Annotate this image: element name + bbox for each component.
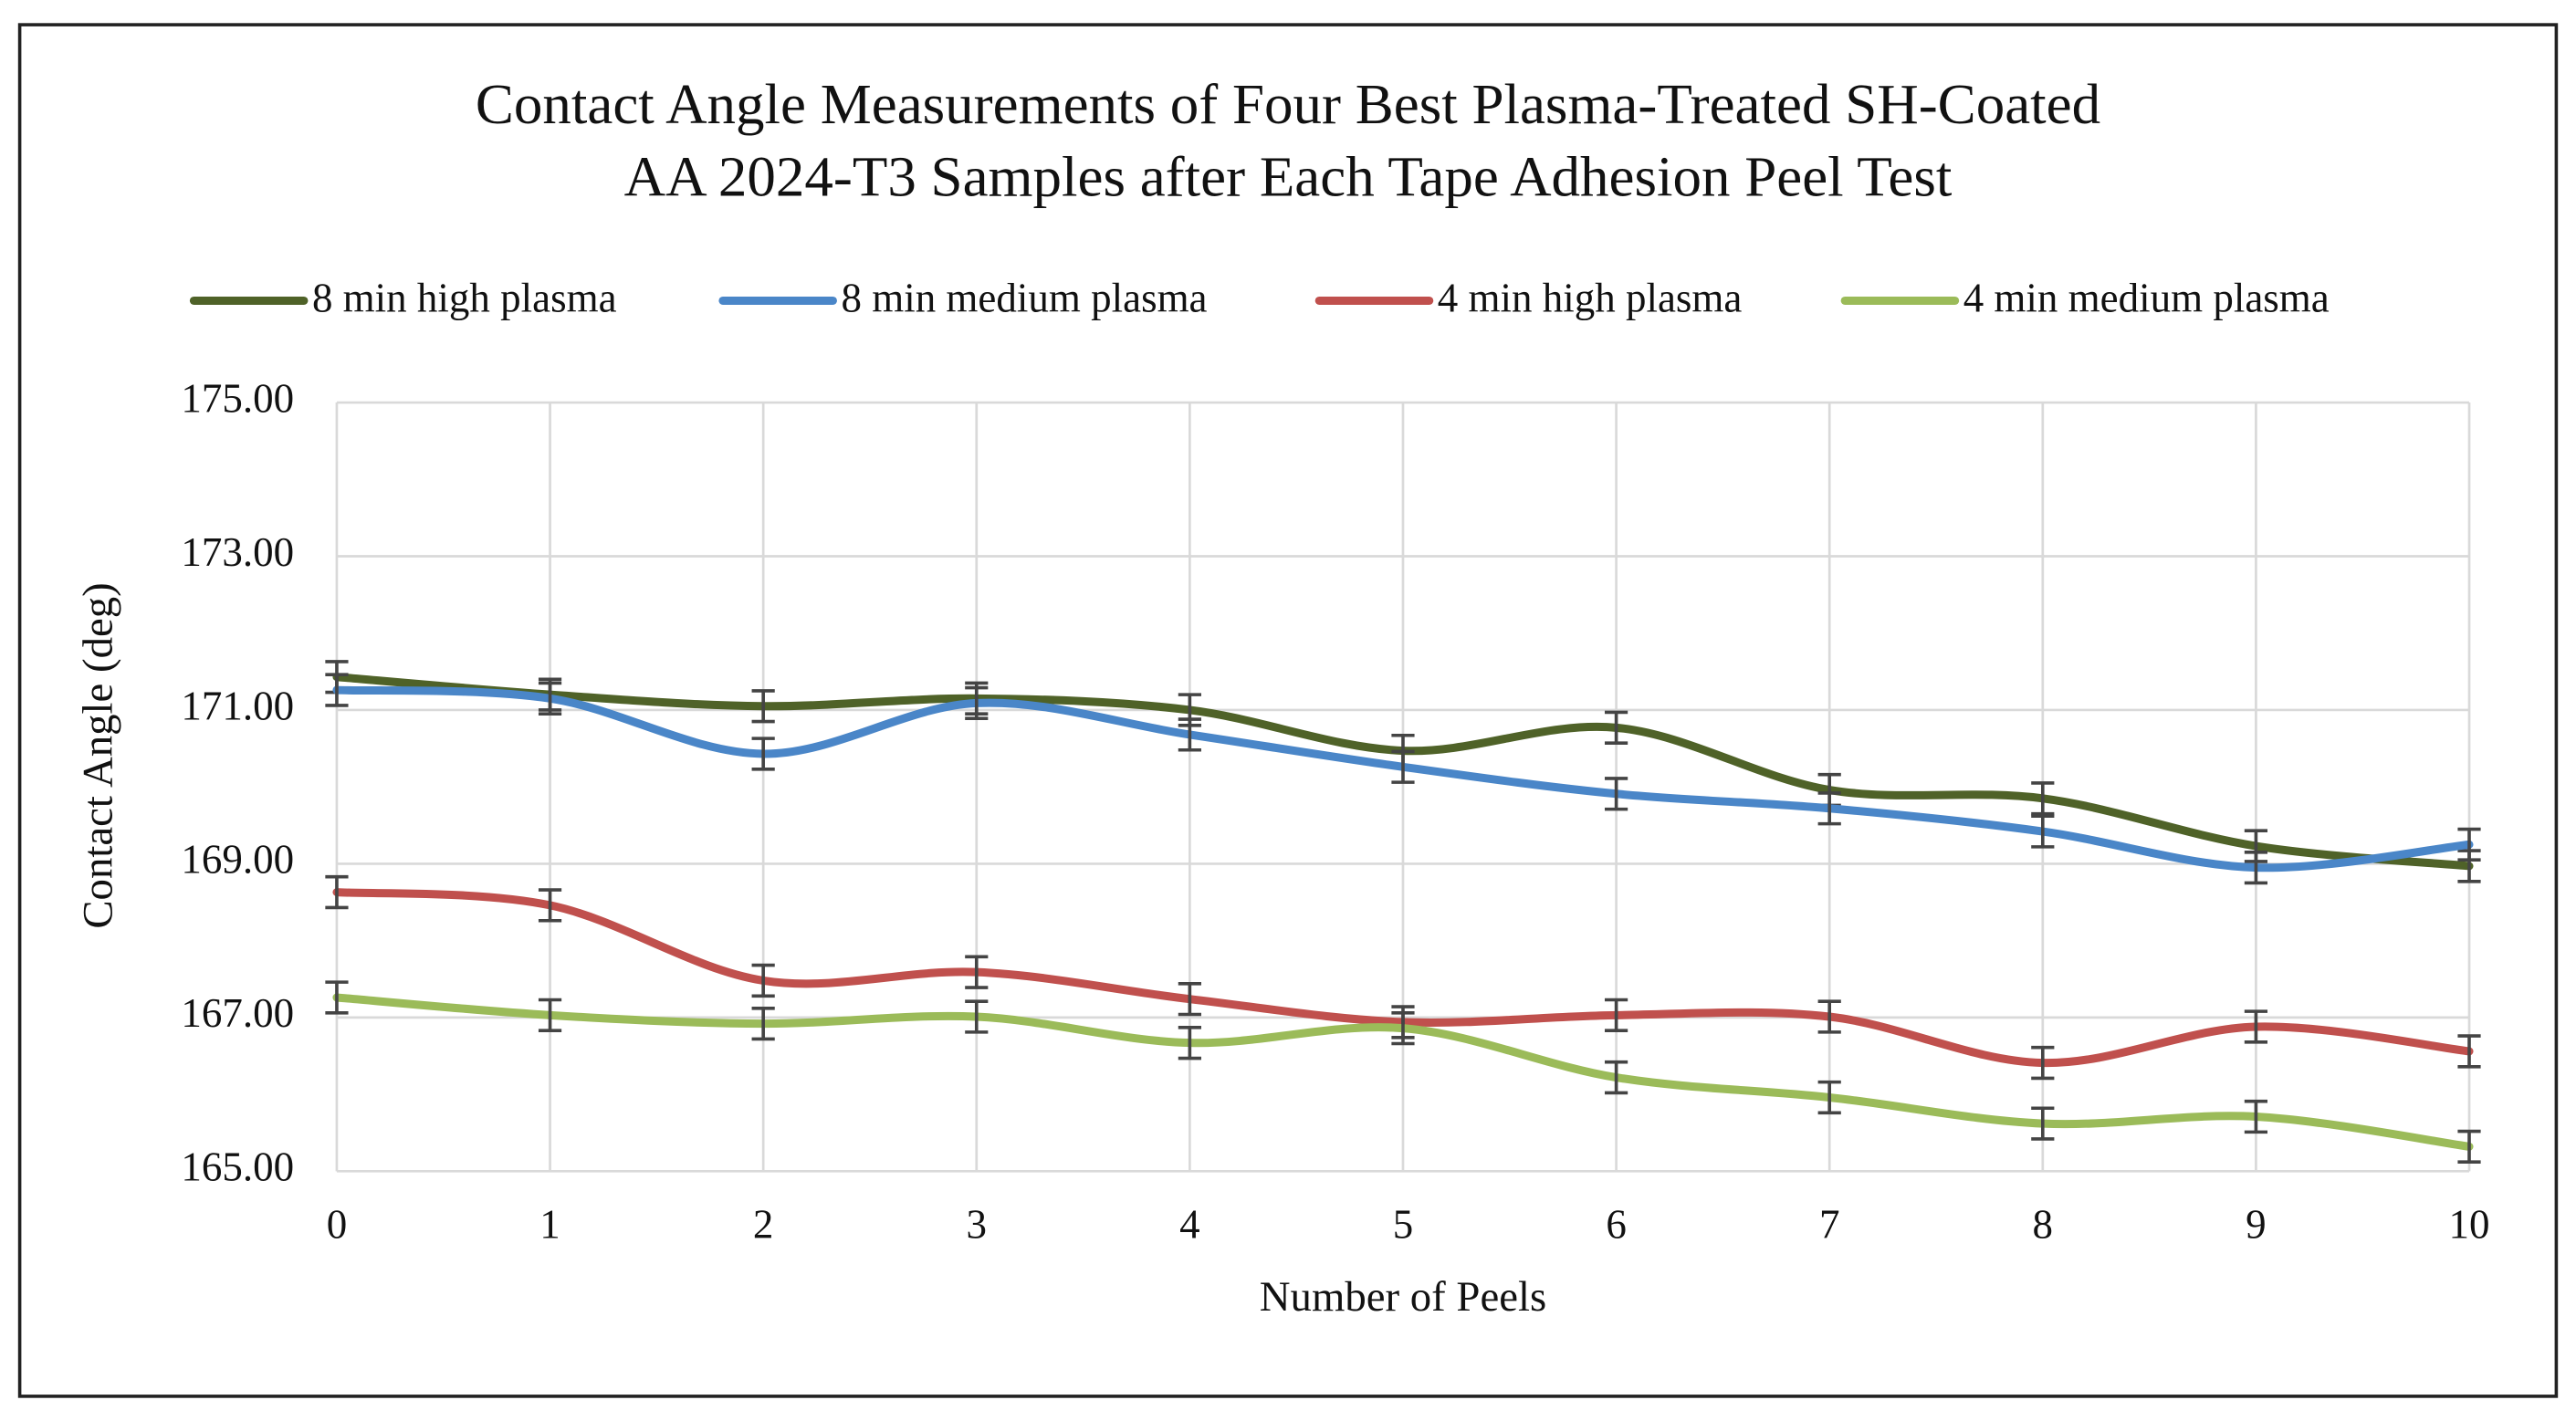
error-bar xyxy=(325,673,349,707)
error-bar xyxy=(751,737,775,771)
error-bar xyxy=(2031,1045,2055,1081)
error-bar xyxy=(2244,1009,2268,1044)
error-bar xyxy=(1178,1026,1201,1061)
error-bar xyxy=(1817,1080,1841,1115)
error-bar xyxy=(1817,791,1841,826)
x-tick-label: 7 xyxy=(1819,1202,1840,1248)
y-axis-label: Contact Angle (deg) xyxy=(74,582,121,928)
error-bar xyxy=(751,1006,775,1041)
y-tick-label: 167.00 xyxy=(181,990,294,1036)
x-tick-label: 0 xyxy=(327,1202,348,1248)
x-tick-label: 8 xyxy=(2033,1202,2054,1248)
error-bar xyxy=(2031,781,2055,816)
chart-title: AA 2024-T3 Samples after Each Tape Adhes… xyxy=(624,144,1953,208)
x-tick-label: 1 xyxy=(539,1202,560,1248)
error-bar xyxy=(2031,1106,2055,1141)
error-bar xyxy=(2244,1099,2268,1134)
y-tick-label: 175.00 xyxy=(181,375,294,421)
x-tick-label: 6 xyxy=(1606,1202,1627,1248)
error-bar xyxy=(538,888,562,923)
error-bar xyxy=(325,874,349,910)
error-bar xyxy=(965,955,989,989)
error-bar xyxy=(1178,982,1201,1017)
error-bar xyxy=(751,963,775,998)
y-tick-label: 171.00 xyxy=(181,683,294,728)
error-bar xyxy=(2457,827,2481,862)
legend-label: 8 min medium plasma xyxy=(841,276,1207,321)
x-tick-label: 3 xyxy=(967,1202,988,1248)
x-axis-label: Number of Peels xyxy=(1260,1273,1546,1321)
error-bar xyxy=(2244,850,2268,885)
y-tick-label: 173.00 xyxy=(181,529,294,575)
error-bar xyxy=(325,980,349,1015)
error-bar xyxy=(965,685,989,721)
x-tick-label: 4 xyxy=(1179,1202,1200,1248)
chart-title: Contact Angle Measurements of Four Best … xyxy=(476,72,2100,136)
legend-label: 4 min medium plasma xyxy=(1963,276,2330,321)
error-bar xyxy=(1604,1060,1628,1095)
error-bar xyxy=(1604,710,1628,745)
error-bar xyxy=(965,999,989,1034)
error-bar xyxy=(2031,814,2055,849)
error-bar xyxy=(1817,999,1841,1034)
error-bar xyxy=(1391,749,1415,784)
x-tick-label: 5 xyxy=(1393,1202,1414,1248)
legend-label: 4 min high plasma xyxy=(1438,276,1743,321)
error-bar xyxy=(538,681,562,716)
y-tick-label: 165.00 xyxy=(181,1144,294,1190)
error-bar xyxy=(751,689,775,724)
error-bar xyxy=(1604,998,1628,1032)
x-tick-label: 2 xyxy=(753,1202,774,1248)
error-bar xyxy=(1178,717,1201,752)
y-tick-label: 169.00 xyxy=(181,837,294,883)
error-bar xyxy=(2457,1129,2481,1165)
legend-label: 8 min high plasma xyxy=(312,276,617,321)
error-bar xyxy=(1604,777,1628,811)
x-tick-label: 9 xyxy=(2246,1202,2267,1248)
x-tick-label: 10 xyxy=(2449,1202,2490,1248)
error-bar xyxy=(538,998,562,1032)
error-bar xyxy=(2457,1034,2481,1069)
error-bar xyxy=(1391,1011,1415,1046)
